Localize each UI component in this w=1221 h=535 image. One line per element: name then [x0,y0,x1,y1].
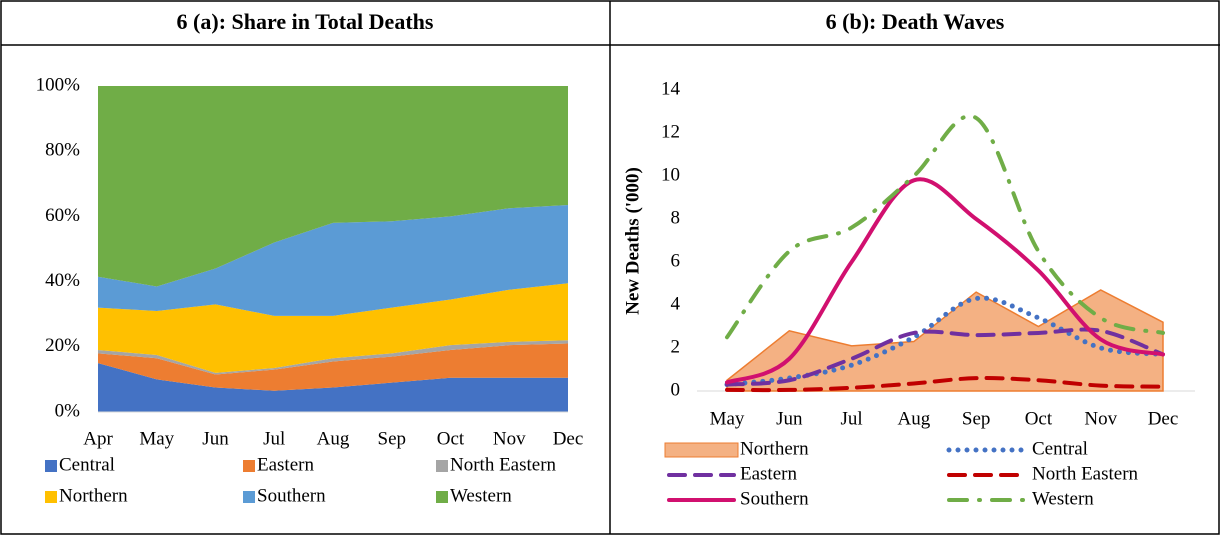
y-tick-label: 14 [661,78,681,99]
legend-swatch [45,491,57,503]
line [724,295,1166,388]
y-tick-label: 12 [661,121,680,142]
x-tick-label: May [710,408,745,429]
x-tick-label: Sep [378,428,407,449]
legend-label: North Eastern [450,454,557,475]
area [98,86,568,287]
x-tick-label: Jun [202,428,229,449]
legend-swatch [664,442,739,458]
y-tick-label: 0 [671,379,681,400]
y-tick-label: 8 [671,207,681,228]
y-tick-label: 10 [661,164,680,185]
x-tick-label: May [139,428,174,449]
y-tick-label: 2 [671,336,681,357]
legend-swatch [243,491,255,503]
y-tick-label: 6 [671,250,681,271]
legend-label: Eastern [740,463,797,484]
legend-swatch [45,460,57,472]
y-tick-label: 0% [55,400,81,421]
area [98,204,568,316]
y-tick-label: 60% [45,205,80,226]
line [725,327,1165,387]
x-tick-label: Apr [83,428,113,449]
x-tick-label: Aug [317,428,350,449]
y-tick-label: 100% [36,74,81,95]
x-tick-label: Dec [1148,408,1179,429]
area [726,289,1164,392]
legend-label: North Eastern [1032,463,1139,484]
legend-label: Southern [740,488,809,509]
area [98,283,568,373]
x-tick-label: Aug [897,408,930,429]
line [725,114,1165,340]
y-tick-label: 80% [45,140,80,161]
legend-label: Central [1032,438,1088,459]
y-tick-label: 40% [45,270,80,291]
chart-title: 6 (b): Death Waves [826,9,1005,34]
legend-label: Western [450,485,512,506]
legend-label: Southern [257,485,326,506]
area [98,343,568,391]
chart-title: 6 (a): Share in Total Deaths [177,9,434,34]
line [725,177,1165,385]
legend-label: Northern [740,438,809,459]
legend-swatch [436,460,448,472]
legend-label: Central [59,454,115,475]
legend-label: Eastern [257,454,314,475]
x-tick-label: Jun [776,408,803,429]
line [725,375,1165,393]
x-tick-label: Oct [437,428,465,449]
x-tick-label: Nov [493,428,526,449]
legend-swatch [243,460,255,472]
x-tick-label: Jul [263,428,285,449]
legend-label: Northern [59,485,128,506]
y-tick-label: 4 [671,293,681,314]
area [98,340,568,375]
legend-label: Western [1032,488,1094,509]
x-tick-label: Dec [553,428,584,449]
legend-swatch [436,491,448,503]
x-tick-label: Jul [840,408,862,429]
x-tick-label: Oct [1025,408,1053,429]
y-axis-label: New Deaths ('000) [622,167,643,315]
x-tick-label: Nov [1084,408,1117,429]
y-tick-label: 20% [45,335,80,356]
x-tick-label: Sep [962,408,991,429]
